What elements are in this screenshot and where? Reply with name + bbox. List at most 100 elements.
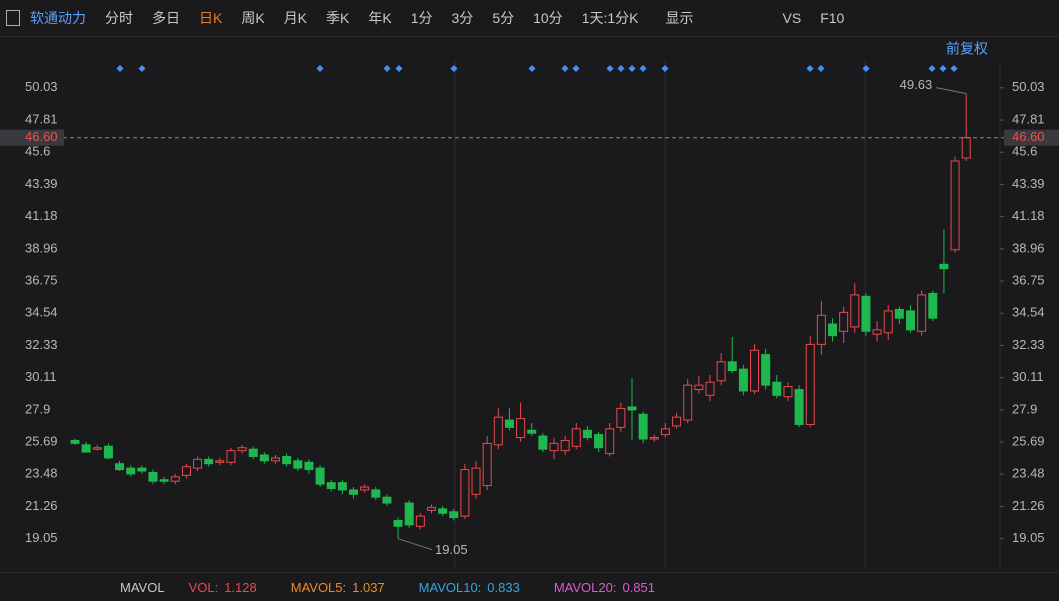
- annotation: 19.05: [435, 542, 468, 557]
- candle-body: [750, 349, 760, 392]
- candle-body: [928, 292, 938, 319]
- y-tick-label: 25.69: [25, 433, 58, 448]
- candle-body: [293, 460, 303, 469]
- candle-body: [672, 416, 682, 427]
- candle-body: [215, 460, 225, 463]
- candle-body: [237, 447, 247, 452]
- y-tick-label: 21.26: [1012, 498, 1045, 513]
- event-marker: [862, 64, 870, 73]
- stock-name[interactable]: 软通动力: [30, 10, 86, 26]
- candle-body: [92, 447, 102, 450]
- tab[interactable]: 10分: [533, 10, 563, 26]
- indicator-value: 0.833: [487, 579, 520, 595]
- candle-body: [727, 361, 737, 372]
- candle-body: [594, 434, 604, 449]
- candle-body: [638, 413, 648, 440]
- candle-body: [126, 467, 136, 475]
- event-marker: [561, 64, 569, 73]
- candle-body: [772, 381, 782, 396]
- candle-body: [861, 295, 871, 332]
- event-marker: [661, 64, 669, 73]
- candle-body: [404, 502, 414, 526]
- candle-body: [616, 407, 626, 428]
- y-tick-label: 41.18: [1012, 208, 1045, 223]
- chart: 前复权 19.05 19.05 21.26 21.26 23.48 23.48 25.69 2…: [0, 41, 1059, 570]
- candle-body: [560, 439, 570, 452]
- event-marker: [383, 64, 391, 73]
- candle-body: [282, 455, 292, 465]
- candle-body: [839, 311, 849, 332]
- event-marker: [138, 64, 146, 73]
- event-marker: [395, 64, 403, 73]
- indicator-value: 1.037: [352, 579, 385, 595]
- candle-body: [939, 263, 949, 270]
- tab[interactable]: 3分: [451, 10, 474, 26]
- indicator-name: VOL:: [188, 579, 219, 595]
- toolbar: 软通动力 分时 多日 日K 周K 月K 季K 年K 1分 3分 5分 10分 1天:1分K 显示 V…: [0, 0, 1059, 37]
- tab[interactable]: 月K: [283, 10, 308, 26]
- tabs: 分时 多日 日K 周K 月K 季K 年K 1分 3分 5分 10分: [105, 8, 582, 28]
- candle-body: [482, 442, 492, 487]
- y-tick-label: 38.96: [1012, 240, 1045, 255]
- interval[interactable]: 1天:1分K: [581, 10, 639, 26]
- y-tick-label: 32.33: [25, 337, 58, 352]
- y-tick-label: 32.33: [1012, 337, 1045, 352]
- candle-body: [504, 419, 514, 428]
- candle-body: [571, 428, 581, 447]
- tab[interactable]: 分时: [105, 10, 133, 26]
- y-tick-label: 47.81: [1012, 112, 1045, 127]
- candle-body: [204, 458, 214, 465]
- tab[interactable]: 日K: [199, 10, 223, 26]
- indicator[interactable]: MAVOL: [120, 579, 165, 595]
- y-tick-label: 47.81: [25, 112, 58, 127]
- candle-body: [660, 428, 670, 436]
- adjust[interactable]: 前复权: [946, 41, 988, 57]
- y-tick-label: 19.05: [25, 530, 58, 545]
- candle-body: [527, 429, 537, 434]
- event-marker: [450, 64, 458, 73]
- indicator-value: 0.851: [622, 579, 656, 595]
- candle-body: [193, 458, 203, 469]
- tab[interactable]: 多日: [152, 10, 180, 26]
- tab[interactable]: 季K: [326, 10, 350, 26]
- candle-body: [304, 461, 314, 471]
- tab[interactable]: 年K: [368, 10, 392, 26]
- candle-body: [471, 467, 481, 495]
- y-tick-label: 25.69: [1012, 433, 1045, 448]
- event-marker: [617, 64, 625, 73]
- y-tick-label: 23.48: [1012, 466, 1045, 481]
- candle-body: [516, 418, 526, 439]
- y-tick-label: 43.39: [1012, 176, 1045, 191]
- candle-body: [81, 444, 91, 453]
- annotation-line: [397, 538, 433, 551]
- candle-body: [181, 466, 191, 476]
- y-tick-label: 19.05: [1012, 530, 1045, 545]
- event-marker: [628, 64, 636, 73]
- event-marker: [639, 64, 647, 73]
- candle-body: [460, 469, 470, 517]
- f10[interactable]: F10: [820, 10, 845, 26]
- candle-body: [159, 479, 169, 482]
- candle-body: [538, 435, 548, 450]
- indicator-name: MAVOL5:: [290, 579, 347, 595]
- y-tick-label: 27.9: [25, 401, 50, 416]
- candle-body: [716, 361, 726, 382]
- y-tick-label: 43.39: [25, 176, 58, 191]
- candle-body: [683, 384, 693, 421]
- tab[interactable]: 1分: [410, 10, 433, 26]
- menu-icon[interactable]: [6, 10, 20, 26]
- tab[interactable]: 周K: [241, 10, 265, 26]
- vs[interactable]: VS: [782, 10, 802, 26]
- candle-body: [170, 476, 180, 482]
- event-marker: [928, 64, 936, 73]
- candle-body: [828, 323, 838, 337]
- display[interactable]: 显示: [665, 10, 694, 26]
- event-marker: [950, 64, 958, 73]
- candle-body: [950, 160, 960, 251]
- candle-body: [382, 496, 392, 504]
- candle-body: [349, 489, 358, 495]
- tab[interactable]: 5分: [492, 10, 515, 26]
- candle-body: [917, 294, 927, 332]
- candle-body: [426, 506, 436, 511]
